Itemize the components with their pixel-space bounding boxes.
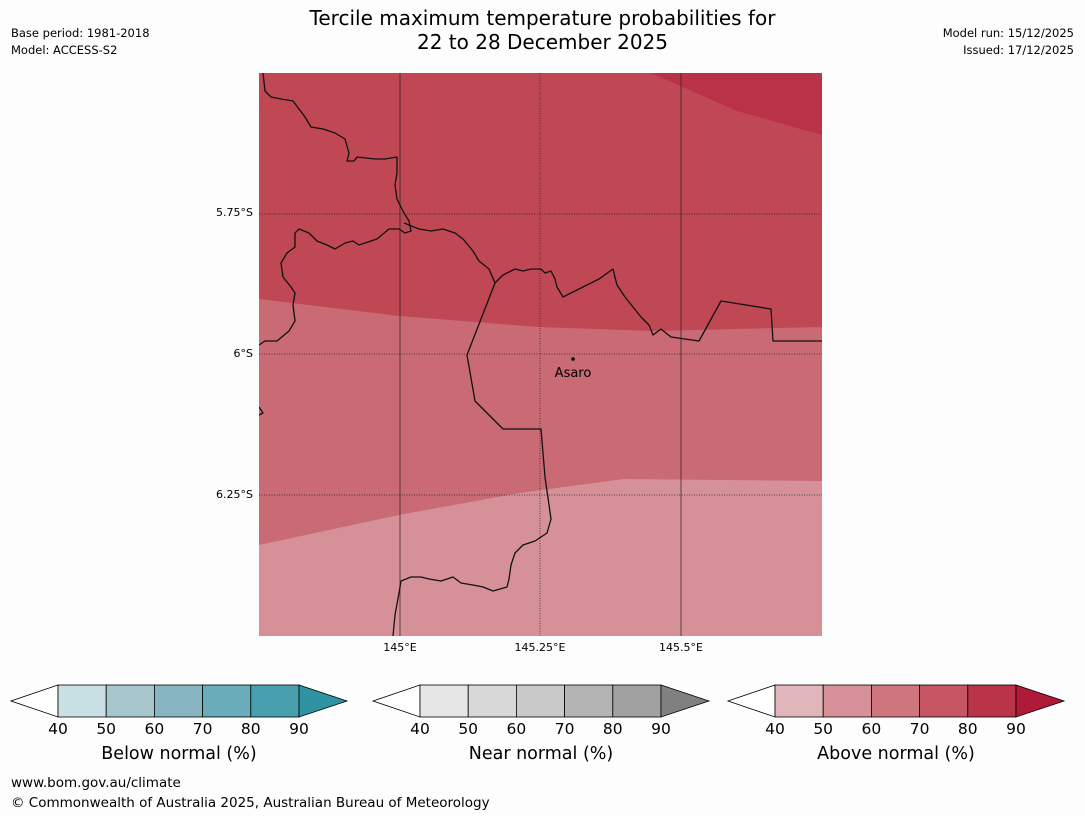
tick: 70 (909, 720, 930, 738)
colorbar-below-lower-extension (10, 684, 59, 718)
colorbar-segment (967, 684, 1017, 718)
asaro-marker[interactable] (571, 357, 575, 361)
colorbar-segment (822, 684, 872, 718)
colorbar-above-label: Above normal (%) (817, 744, 975, 764)
lon-label-145-25e: 145.25°E (514, 641, 566, 654)
tick: 80 (957, 720, 978, 738)
colorbar-below-label: Below normal (%) (101, 744, 257, 764)
issued-text: Issued: 17/12/2025 (963, 43, 1074, 57)
copyright-text: © Commonwealth of Australia 2025, Austra… (11, 795, 490, 811)
colorbar-below-upper-extension (298, 684, 349, 718)
colorbar-near-lower-extension (371, 684, 421, 718)
colorbar-segment (612, 684, 662, 718)
colorbar-above-upper-extension (1015, 684, 1066, 718)
lat-label-5-75s: 5.75°S (216, 206, 253, 219)
tick: 70 (192, 720, 213, 738)
lon-label-145e: 145°E (383, 641, 417, 654)
colorbar-near-ticks: 40 50 60 70 80 90 (410, 720, 671, 740)
model-run-text: Model run: 15/12/2025 (942, 26, 1074, 40)
band-80-90 (651, 73, 822, 135)
tick: 90 (651, 720, 671, 738)
asaro-label: Asaro (555, 366, 592, 381)
tick: 50 (96, 720, 117, 738)
tick: 90 (289, 720, 309, 738)
model-text: Model: ACCESS-S2 (11, 43, 118, 57)
graticule (259, 73, 822, 636)
tick: 80 (240, 720, 261, 738)
colorbar-near-label: Near normal (%) (468, 744, 614, 764)
colorbar-segment (919, 684, 969, 718)
tick: 70 (554, 720, 575, 738)
colorbar-near-upper-extension (660, 684, 711, 718)
boundary-west-tick (259, 406, 264, 416)
colorbar-segment (564, 684, 614, 718)
colorbar-segment (419, 684, 469, 718)
base-period-text: Base period: 1981-2018 (11, 26, 150, 40)
tick: 40 (48, 720, 68, 738)
colorbar-above-lower-extension (726, 684, 776, 718)
tick: 60 (144, 720, 165, 738)
lon-label-145-5e: 145.5°E (659, 641, 703, 654)
map-title: Tercile maximum temperature probabilitie… (0, 6, 1085, 54)
probability-map[interactable]: Asaro (259, 73, 822, 636)
title-line-2: 22 to 28 December 2025 (416, 30, 668, 54)
meta-left: Base period: 1981-2018 Model: ACCESS-S2 (11, 25, 150, 59)
tick: 50 (458, 720, 479, 738)
colorbar-segment (774, 684, 824, 718)
colorbar-segment (202, 684, 252, 718)
lat-label-6s: 6°S (233, 347, 253, 360)
colorbar-below-normal (10, 684, 349, 718)
tick: 40 (410, 720, 430, 738)
boundary-north (259, 73, 412, 346)
meta-right: Model run: 15/12/2025 Issued: 17/12/2025 (943, 25, 1074, 59)
colorbar-segment (153, 684, 203, 718)
colorbar-near-normal (371, 684, 711, 718)
colorbar-segment (57, 684, 107, 718)
tick: 60 (506, 720, 527, 738)
website-link[interactable]: www.bom.gov.au/climate (11, 775, 181, 791)
colorbar-segment (870, 684, 920, 718)
tick: 80 (602, 720, 623, 738)
colorbar-segment (515, 684, 565, 718)
colorbar-segment (105, 684, 155, 718)
tick: 50 (813, 720, 834, 738)
province-boundaries (259, 73, 822, 636)
boundary-central (403, 222, 822, 342)
tick: 40 (765, 720, 785, 738)
colorbar-above-normal (726, 684, 1066, 718)
colorbar-above-ticks: 40 50 60 70 80 90 (765, 720, 1026, 740)
title-line-1: Tercile maximum temperature probabilitie… (309, 6, 776, 30)
boundary-south (392, 282, 552, 636)
tick: 60 (861, 720, 882, 738)
colorbar-segment (250, 684, 300, 718)
colorbar-segment (467, 684, 517, 718)
colorbar-below-ticks: 40 50 60 70 80 90 (48, 720, 309, 740)
tick: 90 (1006, 720, 1026, 738)
lat-label-6-25s: 6.25°S (216, 488, 253, 501)
